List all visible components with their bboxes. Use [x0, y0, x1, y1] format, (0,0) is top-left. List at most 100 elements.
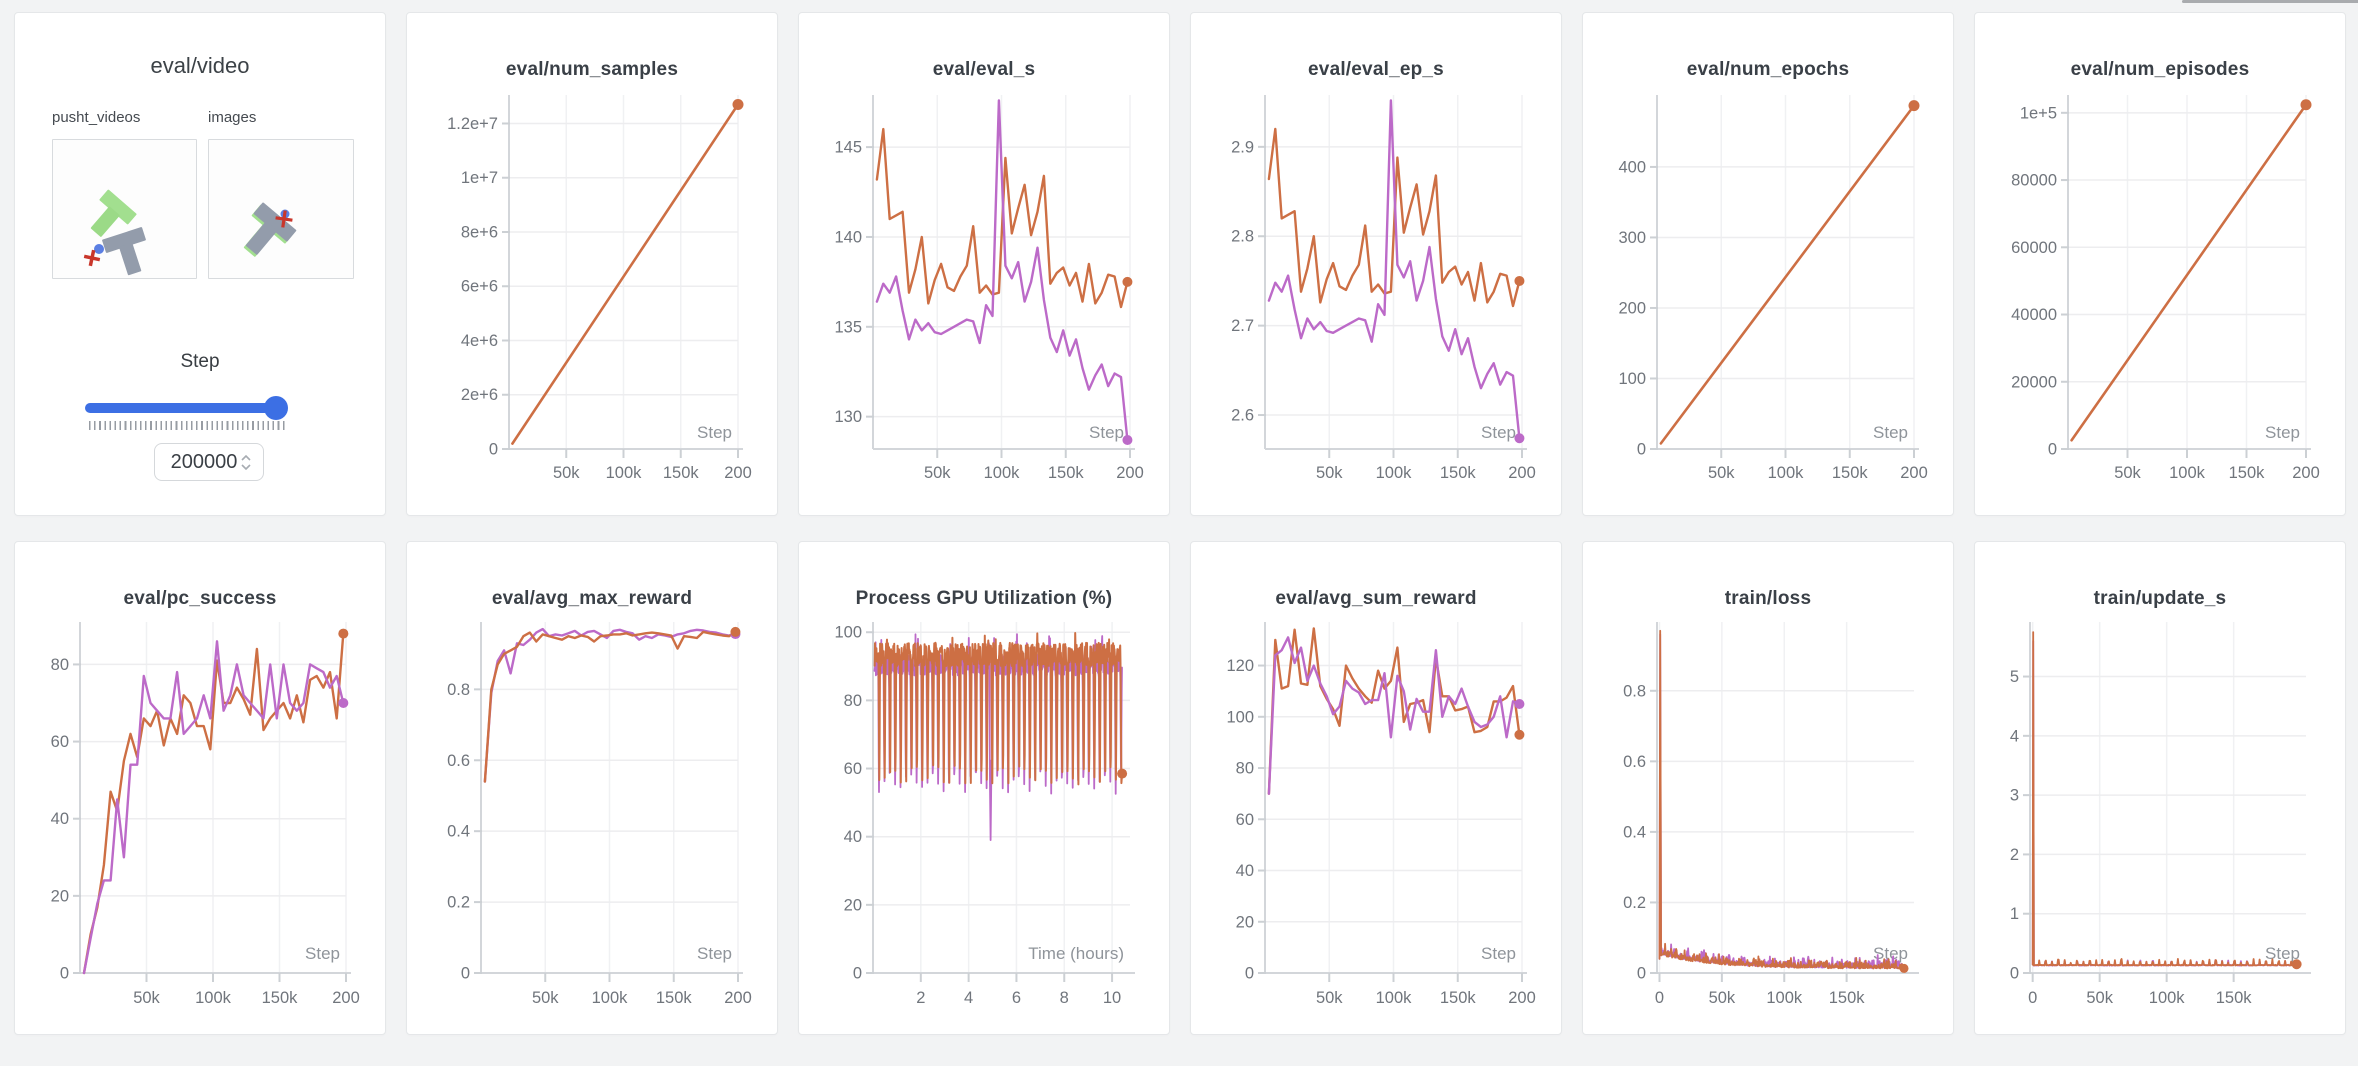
chart-canvas-eval-avg-sum-reward[interactable]: 0 20 40 60 80 100 120 50k 100k 150k 200 Step — [1191, 612, 1561, 1034]
x-tick-label: 200 — [1900, 464, 1928, 482]
series-line-run-purple — [82, 640, 345, 975]
x-tick-label: 150k — [2216, 989, 2253, 1007]
series-line-run-orange — [873, 632, 1124, 786]
chart-canvas-train-update-s[interactable]: 0 1 2 3 4 5 0 50k 100k 150k Step — [1975, 612, 2345, 1034]
x-tick-label: 50k — [1709, 989, 1736, 1007]
chart-panel-eval-avg-sum-reward: eval/avg_sum_reward 0 20 40 60 80 100 120 50k 10… — [1190, 541, 1562, 1035]
x-tick-label: 200 — [1508, 989, 1536, 1007]
series-line-run-purple — [1267, 99, 1521, 440]
step-slider-label: Step — [180, 351, 220, 372]
y-tick-label: 3 — [2010, 787, 2019, 805]
chart-title: Process GPU Utilization (%) — [855, 588, 1113, 609]
chart-title: eval/avg_max_reward — [491, 588, 693, 609]
chart-canvas-eval-eval-s[interactable]: 130 135 140 145 50k 100k 150k 200 Step — [799, 83, 1169, 515]
y-tick-label: 0 — [853, 965, 862, 983]
y-tick-label: 300 — [1618, 229, 1646, 247]
series-end-dot-run-purple — [1122, 435, 1133, 446]
x-tick-label: 50k — [1708, 464, 1735, 482]
series-line-run-purple — [1658, 633, 1904, 970]
chart-canvas-eval-num-epochs[interactable]: 0 100 200 300 400 50k 100k 150k 200 Step — [1583, 83, 1953, 515]
chart-canvas-train-loss[interactable]: 0 0.2 0.4 0.6 0.8 0 50k 100k 150k Step — [1583, 612, 1953, 1034]
x-tick-label: 100k — [592, 989, 629, 1007]
x-tick-label: 200 — [1508, 464, 1536, 482]
y-tick-label: 40000 — [2011, 306, 2057, 324]
x-axis-label: Step — [697, 423, 732, 442]
chart-title: eval/num_samples — [505, 59, 679, 80]
y-tick-label: 1e+7 — [461, 169, 498, 187]
chart-panel-train-loss: train/loss 0 0.2 0.4 0.6 0.8 0 50k 100k 150k Step — [1582, 541, 1954, 1035]
y-tick-label: 60 — [1236, 811, 1254, 829]
t-block-gray — [102, 227, 146, 276]
y-tick-label: 0.6 — [1623, 753, 1646, 771]
y-tick-label: 80 — [1236, 760, 1254, 778]
chart-title: eval/num_episodes — [2070, 59, 2250, 80]
y-tick-label: 0 — [1245, 965, 1254, 983]
series-line-run-purple — [2031, 640, 2297, 967]
step-slider-thumb[interactable] — [264, 396, 288, 420]
chevron-up-icon[interactable] — [241, 454, 251, 461]
media-caption-images: images — [208, 109, 257, 126]
step-value-input[interactable] — [165, 450, 243, 474]
agent-dot — [94, 244, 104, 254]
series-end-dot-run-orange — [732, 98, 744, 110]
series-end-dot-run-purple — [338, 698, 349, 708]
x-tick-label: 100k — [2149, 989, 2186, 1007]
x-tick-label: 50k — [2086, 989, 2113, 1007]
chart-canvas-eval-num-episodes[interactable]: 0 20000 40000 60000 80000 1e+5 50k 100k 150k 200 S… — [1975, 83, 2345, 515]
x-tick-label: 100k — [606, 464, 643, 482]
chart-panel-eval-eval-s: eval/eval_s 130 135 140 145 50k 100k 150k 200 St… — [798, 12, 1170, 516]
chart-canvas-eval-eval-ep-s[interactable]: 2.6 2.7 2.8 2.9 50k 100k 150k 200 Step — [1191, 83, 1561, 515]
x-tick-label: 8 — [1060, 989, 1069, 1007]
step-slider[interactable] — [85, 403, 287, 413]
y-tick-label: 100 — [1226, 708, 1254, 726]
y-tick-label: 2e+6 — [461, 386, 498, 404]
x-tick-label: 150k — [262, 989, 299, 1007]
series-end-dot-run-orange — [1514, 275, 1525, 286]
chart-title: eval/pc_success — [123, 588, 277, 609]
t-block-gray-stem — [119, 242, 142, 276]
y-tick-label: 40 — [51, 810, 69, 828]
y-tick-label: 0 — [1637, 441, 1646, 459]
series-end-dot-run-orange — [1908, 100, 1920, 112]
y-tick-label: 2.6 — [1231, 407, 1254, 425]
chevron-up-path — [241, 454, 251, 461]
y-tick-label: 1 — [2010, 905, 2019, 923]
x-tick-label: 150k — [1048, 464, 1085, 482]
y-tick-label: 5 — [2010, 668, 2019, 686]
y-tick-label: 0.2 — [1623, 894, 1646, 912]
chart-panel-eval-num-epochs: eval/num_epochs 0 100 200 300 400 50k 100k 150k… — [1582, 12, 1954, 516]
chart-title: eval/eval_s — [932, 59, 1036, 80]
chevron-down-icon[interactable] — [241, 463, 251, 470]
step-value-spinner[interactable] — [241, 454, 251, 470]
series-end-dot-run-orange — [338, 628, 349, 639]
chart-canvas-eval-avg-max-reward[interactable]: 0 0.2 0.4 0.6 0.8 50k 100k 150k 200 Step — [407, 612, 777, 1034]
series-end-dot-run-orange — [1899, 963, 1909, 973]
x-tick-label: 100k — [195, 989, 232, 1007]
x-tick-label: 50k — [532, 989, 559, 1007]
y-tick-label: 40 — [1236, 862, 1254, 880]
step-value-box — [154, 443, 264, 481]
media-thumbnail-pusht-videos[interactable] — [52, 139, 197, 279]
media-panel-title: eval/video — [150, 53, 250, 78]
x-tick-label: 200 — [332, 989, 360, 1007]
chart-canvas-process-gpu-utilization[interactable]: 0 20 40 60 80 100 2 4 6 8 10 Time (hours) — [799, 612, 1169, 1034]
x-tick-label: 150k — [1440, 464, 1477, 482]
series-line-run-orange — [82, 632, 345, 975]
y-tick-label: 60 — [51, 733, 69, 751]
x-tick-label: 200 — [2292, 464, 2320, 482]
x-tick-label: 50k — [553, 464, 580, 482]
chart-canvas-eval-pc-success[interactable]: 0 20 40 60 80 50k 100k 150k 200 Step — [15, 612, 385, 1034]
chart-canvas-eval-num-samples[interactable]: 0 2e+6 4e+6 6e+6 8e+6 1e+7 1.2e+7 50k 100k 150k 20… — [407, 83, 777, 515]
y-tick-label: 145 — [834, 139, 862, 157]
x-tick-label: 150k — [1832, 464, 1869, 482]
y-tick-label: 4 — [2010, 727, 2019, 745]
media-thumbnail-images[interactable] — [208, 139, 354, 279]
series-line-run-purple — [875, 99, 1129, 442]
series-line-run-orange — [483, 630, 737, 783]
y-tick-label: 2 — [2010, 846, 2019, 864]
y-tick-label: 80 — [844, 692, 862, 710]
goal-cross-v — [281, 210, 287, 228]
horizontal-scrollbar-fragment[interactable] — [2182, 0, 2358, 3]
pusht-video-frame — [83, 189, 146, 276]
